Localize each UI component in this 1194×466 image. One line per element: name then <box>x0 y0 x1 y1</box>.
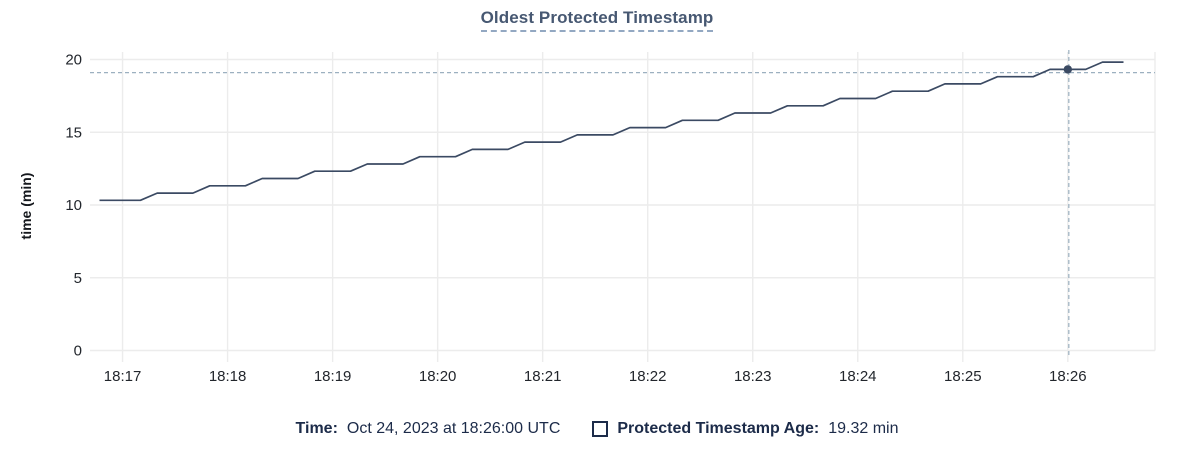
y-tick-label: 20 <box>65 52 82 69</box>
legend-series-value: 19.32 min <box>828 420 899 437</box>
x-tick-label: 18:26 <box>1049 368 1087 385</box>
legend-time-label: Time: <box>295 420 338 437</box>
x-tick-label: 18:23 <box>734 368 772 385</box>
y-tick-label: 5 <box>74 270 82 287</box>
series-legend-box-icon[interactable] <box>592 421 609 437</box>
y-tick-label: 0 <box>74 343 82 360</box>
x-tick-label: 18:24 <box>839 368 877 385</box>
x-tick-label: 18:25 <box>944 368 982 385</box>
series-line <box>99 61 1124 202</box>
x-tick-label: 18:22 <box>629 368 667 385</box>
legend-time: Time: Oct 24, 2023 at 18:26:00 UTC <box>296 420 561 438</box>
y-tick-label: 10 <box>65 197 82 214</box>
x-tick-label: 18:19 <box>314 368 352 385</box>
legend-series-label: Protected Timestamp Age: <box>617 420 820 437</box>
y-tick-label: 15 <box>65 124 82 141</box>
chart-header: Oldest Protected Timestamp <box>0 8 1194 32</box>
x-tick-label: 18:21 <box>524 368 562 385</box>
x-tick-label: 18:20 <box>419 368 457 385</box>
chart-legend: Time: Oct 24, 2023 at 18:26:00 UTC Prote… <box>0 420 1194 438</box>
hover-point-dot <box>1063 65 1073 74</box>
y-axis-title: time (min) <box>18 173 34 240</box>
chart-canvas[interactable]: 0 5 10 15 20 18:17 18:18 18:19 18:20 18:21 18:22 18… <box>0 0 1194 400</box>
legend-series-toggle[interactable]: Protected Timestamp Age: 19.32 min <box>592 420 898 438</box>
legend-time-value: Oct 24, 2023 at 18:26:00 UTC <box>346 420 561 437</box>
x-tick-label: 18:17 <box>104 368 142 385</box>
x-tick-label: 18:18 <box>209 368 247 385</box>
chart-title[interactable]: Oldest Protected Timestamp <box>480 8 714 32</box>
